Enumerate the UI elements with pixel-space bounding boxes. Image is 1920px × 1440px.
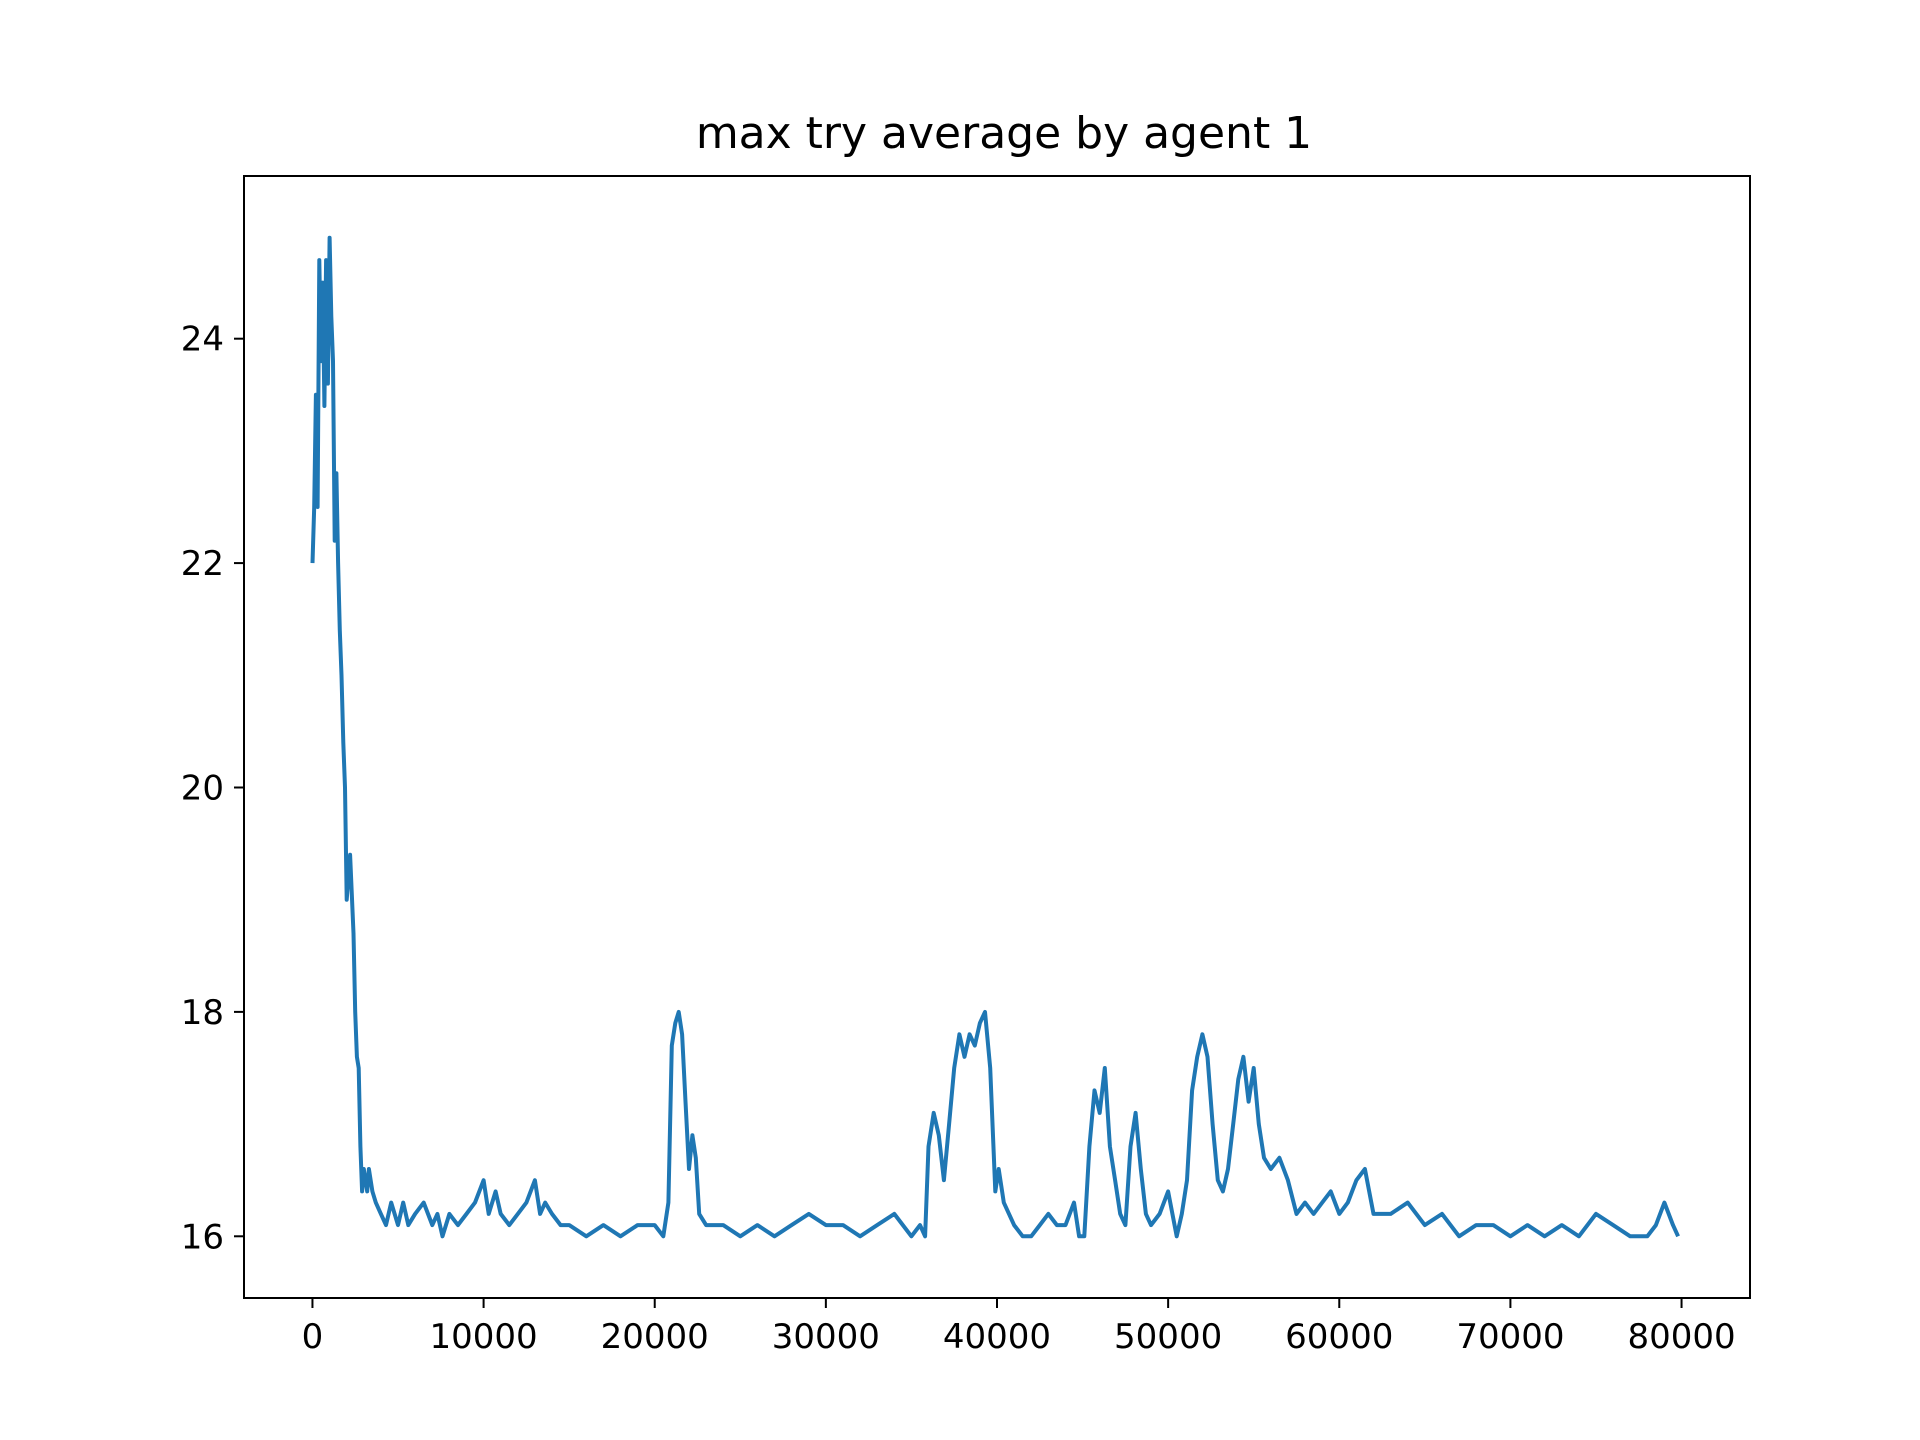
y-tick-label: 20: [181, 768, 224, 808]
chart-title: max try average by agent 1: [696, 108, 1312, 159]
x-tick-label: 60000: [1285, 1317, 1393, 1357]
x-tick-label: 20000: [601, 1317, 709, 1357]
x-tick-label: 10000: [430, 1317, 538, 1357]
x-tick-label: 70000: [1456, 1317, 1564, 1357]
plot-area: [310, 235, 1680, 1239]
y-tick-label: 24: [181, 320, 224, 360]
y-tick-label: 18: [181, 993, 224, 1033]
axes-frame: [243, 175, 1751, 1299]
x-tick-label: 30000: [772, 1317, 880, 1357]
x-tick-label: 40000: [943, 1317, 1051, 1357]
y-tick-label: 16: [181, 1217, 224, 1257]
y-axis: 16 18 20 22 24: [181, 320, 244, 1257]
x-tick-label: 50000: [1114, 1317, 1222, 1357]
x-tick-label: 80000: [1627, 1317, 1735, 1357]
series-line: [310, 235, 1680, 1239]
x-tick-label: 0: [302, 1317, 324, 1357]
x-axis: 0 10000 20000 30000 40000 50000 60000 70000 8000…: [302, 1298, 1736, 1357]
y-tick-label: 22: [181, 544, 224, 584]
